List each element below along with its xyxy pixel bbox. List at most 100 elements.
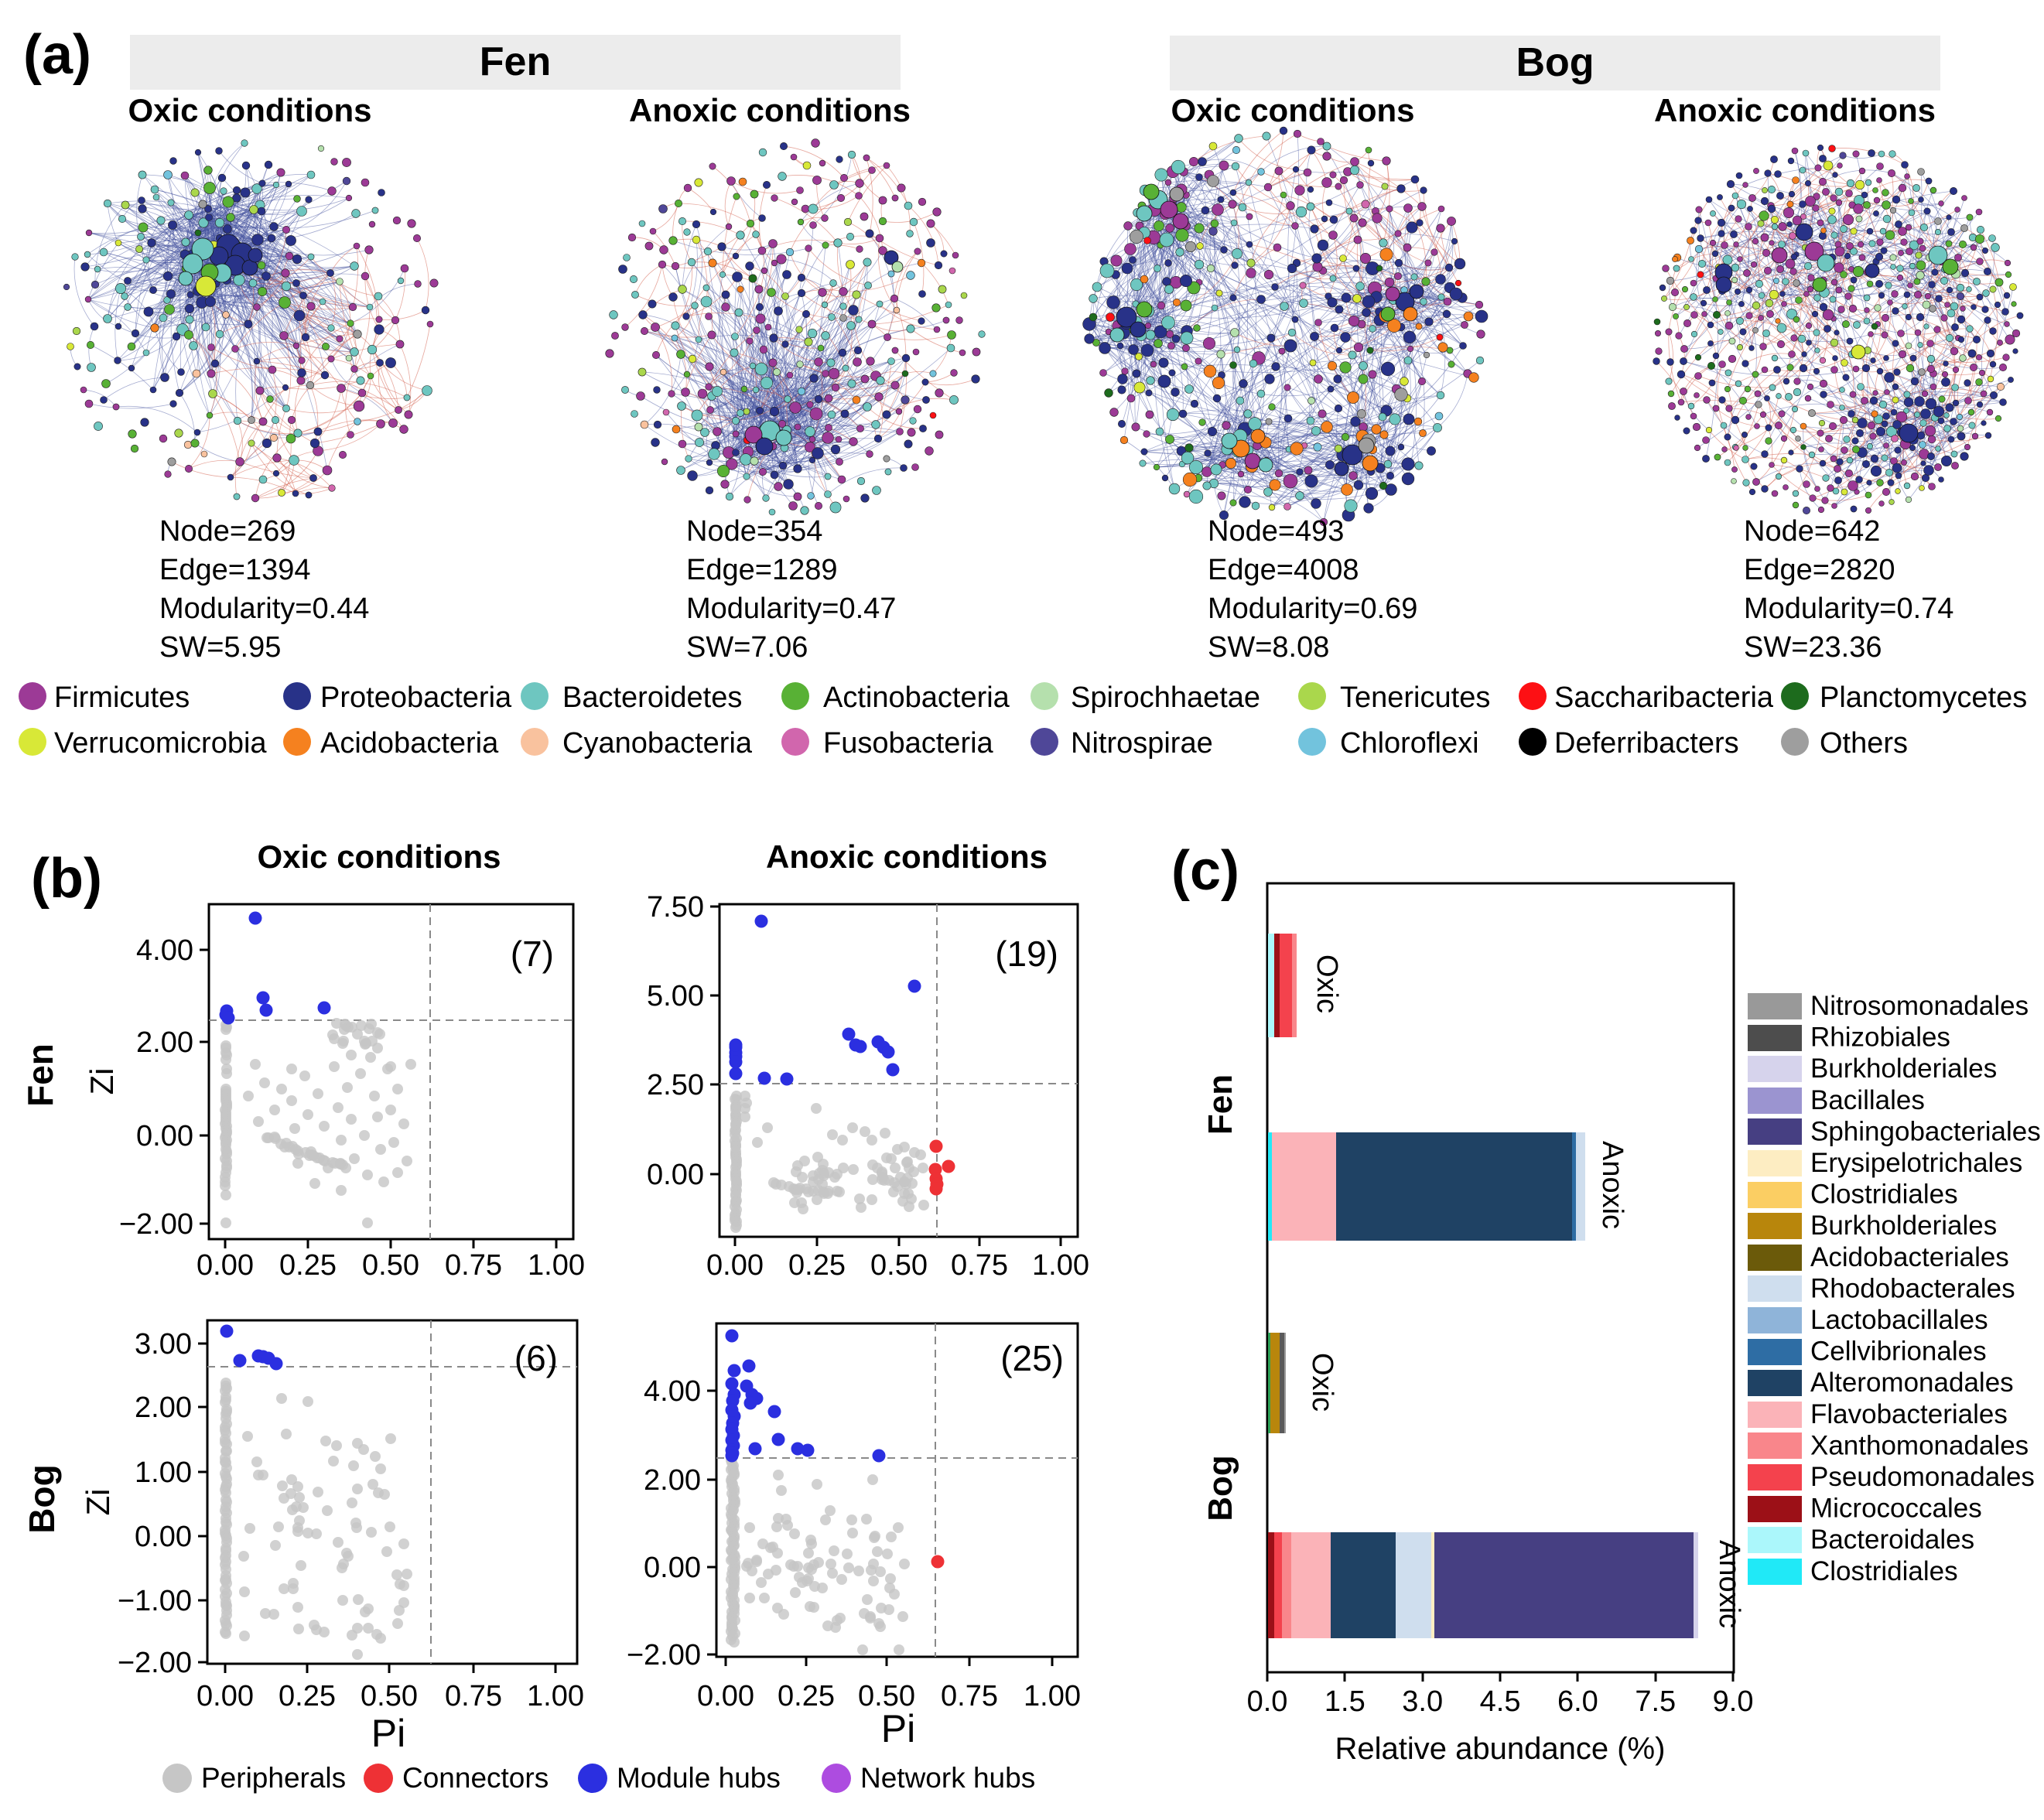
svg-text:(c): (c) bbox=[1171, 840, 1239, 902]
svg-text:Relative abundance (%): Relative abundance (%) bbox=[1335, 1732, 1666, 1766]
svg-text:1.00: 1.00 bbox=[1032, 1249, 1089, 1282]
svg-text:0.25: 0.25 bbox=[279, 1680, 336, 1712]
svg-text:Acidobacteria: Acidobacteria bbox=[320, 727, 499, 760]
svg-text:0.0: 0.0 bbox=[1247, 1685, 1288, 1718]
svg-text:0.25: 0.25 bbox=[788, 1249, 846, 1282]
svg-text:Pi: Pi bbox=[371, 1712, 405, 1755]
svg-text:1.00: 1.00 bbox=[135, 1456, 192, 1489]
svg-text:1.00: 1.00 bbox=[1024, 1680, 1081, 1712]
svg-text:Modularity=0.69: Modularity=0.69 bbox=[1208, 592, 1417, 625]
svg-text:Zi: Zi bbox=[80, 1489, 116, 1516]
svg-text:Fen: Fen bbox=[1201, 1074, 1239, 1135]
svg-text:Spirochhaetae: Spirochhaetae bbox=[1071, 681, 1260, 714]
svg-text:Bog: Bog bbox=[22, 1464, 62, 1533]
svg-text:−2.00: −2.00 bbox=[119, 1208, 193, 1241]
svg-text:Anoxic: Anoxic bbox=[1713, 1540, 1745, 1628]
svg-text:Lactobacillales: Lactobacillales bbox=[1810, 1305, 1988, 1335]
svg-text:Modularity=0.47: Modularity=0.47 bbox=[686, 592, 896, 625]
svg-text:Edge=2820: Edge=2820 bbox=[1744, 554, 1895, 586]
svg-text:Bacillales: Bacillales bbox=[1810, 1085, 1925, 1115]
svg-text:Micrococcales: Micrococcales bbox=[1810, 1494, 1982, 1524]
svg-text:Deferribacters: Deferribacters bbox=[1554, 727, 1739, 760]
svg-text:Bacteroidales: Bacteroidales bbox=[1810, 1525, 1974, 1555]
svg-text:Sphingobacteriales: Sphingobacteriales bbox=[1810, 1116, 2041, 1146]
svg-text:Zi: Zi bbox=[84, 1068, 120, 1095]
svg-text:Network hubs: Network hubs bbox=[860, 1762, 1035, 1794]
svg-text:Module hubs: Module hubs bbox=[617, 1762, 781, 1794]
svg-text:(a): (a) bbox=[23, 24, 91, 86]
svg-text:Modularity=0.74: Modularity=0.74 bbox=[1744, 592, 1953, 625]
svg-text:Modularity=0.44: Modularity=0.44 bbox=[159, 592, 369, 625]
svg-text:SW=8.08: SW=8.08 bbox=[1208, 631, 1329, 664]
svg-text:Node=493: Node=493 bbox=[1208, 515, 1344, 548]
svg-text:Burkholderiales: Burkholderiales bbox=[1810, 1053, 1997, 1084]
svg-text:Planctomycetes: Planctomycetes bbox=[1820, 681, 2027, 714]
svg-text:3.0: 3.0 bbox=[1402, 1685, 1443, 1718]
svg-text:Clostridiales: Clostridiales bbox=[1810, 1180, 1958, 1210]
svg-text:Oxic: Oxic bbox=[1311, 954, 1343, 1013]
svg-text:Chloroflexi: Chloroflexi bbox=[1340, 727, 1479, 760]
svg-text:Edge=1394: Edge=1394 bbox=[159, 554, 310, 586]
svg-text:0.25: 0.25 bbox=[778, 1680, 835, 1712]
svg-text:1.5: 1.5 bbox=[1324, 1685, 1366, 1718]
svg-text:Cyanobacteria: Cyanobacteria bbox=[562, 727, 753, 760]
svg-text:0.00: 0.00 bbox=[697, 1680, 754, 1712]
svg-text:Node=642: Node=642 bbox=[1744, 515, 1880, 548]
svg-text:0.25: 0.25 bbox=[279, 1249, 337, 1282]
svg-text:Anoxic conditions: Anoxic conditions bbox=[629, 92, 911, 128]
svg-text:Pi: Pi bbox=[881, 1707, 915, 1750]
svg-text:0.00: 0.00 bbox=[197, 1249, 254, 1282]
svg-text:Nitrospirae: Nitrospirae bbox=[1071, 727, 1213, 760]
svg-text:Tenericutes: Tenericutes bbox=[1340, 681, 1490, 714]
svg-text:Anoxic: Anoxic bbox=[1596, 1141, 1629, 1229]
svg-text:Edge=4008: Edge=4008 bbox=[1208, 554, 1359, 586]
svg-text:Anoxic conditions: Anoxic conditions bbox=[1654, 92, 1936, 128]
svg-text:SW=5.95: SW=5.95 bbox=[159, 631, 281, 664]
svg-text:Bog: Bog bbox=[1516, 40, 1594, 85]
svg-text:4.00: 4.00 bbox=[136, 934, 193, 967]
svg-text:6.0: 6.0 bbox=[1557, 1685, 1598, 1718]
svg-text:Connectors: Connectors bbox=[402, 1762, 549, 1794]
svg-text:0.75: 0.75 bbox=[951, 1249, 1008, 1282]
svg-text:Alteromonadales: Alteromonadales bbox=[1810, 1368, 2014, 1398]
svg-text:0.00: 0.00 bbox=[644, 1552, 701, 1584]
svg-text:0.00: 0.00 bbox=[136, 1120, 193, 1152]
svg-text:Erysipelotrichales: Erysipelotrichales bbox=[1810, 1148, 2022, 1178]
svg-text:0.00: 0.00 bbox=[647, 1159, 704, 1191]
svg-text:Flavobacteriales: Flavobacteriales bbox=[1810, 1399, 2008, 1429]
svg-text:5.00: 5.00 bbox=[647, 980, 704, 1012]
svg-text:4.5: 4.5 bbox=[1480, 1685, 1521, 1718]
svg-text:Oxic conditions: Oxic conditions bbox=[257, 838, 501, 875]
svg-text:0.75: 0.75 bbox=[941, 1680, 998, 1712]
svg-text:2.50: 2.50 bbox=[647, 1069, 704, 1101]
svg-text:Fusobacteria: Fusobacteria bbox=[823, 727, 994, 760]
svg-text:3.00: 3.00 bbox=[135, 1328, 192, 1361]
svg-text:Xanthomonadales: Xanthomonadales bbox=[1810, 1430, 2029, 1460]
svg-text:Oxic conditions: Oxic conditions bbox=[128, 92, 371, 128]
svg-text:Clostridiales: Clostridiales bbox=[1810, 1556, 1958, 1586]
svg-text:(6): (6) bbox=[514, 1338, 558, 1378]
svg-text:Rhodobacterales: Rhodobacterales bbox=[1810, 1273, 2015, 1303]
svg-text:Peripherals: Peripherals bbox=[201, 1762, 346, 1794]
svg-text:1.00: 1.00 bbox=[528, 1249, 585, 1282]
svg-text:Fen: Fen bbox=[20, 1043, 60, 1107]
svg-text:4.00: 4.00 bbox=[644, 1375, 701, 1408]
svg-text:Proteobacteria: Proteobacteria bbox=[320, 681, 512, 714]
svg-text:SW=7.06: SW=7.06 bbox=[686, 631, 808, 664]
svg-text:Cellvibrionales: Cellvibrionales bbox=[1810, 1337, 1987, 1367]
svg-text:Node=354: Node=354 bbox=[686, 515, 822, 548]
svg-text:0.50: 0.50 bbox=[362, 1249, 419, 1282]
svg-text:Firmicutes: Firmicutes bbox=[54, 681, 190, 714]
svg-text:2.00: 2.00 bbox=[135, 1391, 192, 1424]
svg-text:Bog: Bog bbox=[1201, 1455, 1239, 1521]
svg-text:Oxic conditions: Oxic conditions bbox=[1171, 92, 1414, 128]
svg-text:(19): (19) bbox=[995, 934, 1058, 974]
svg-text:(b): (b) bbox=[31, 848, 102, 910]
svg-text:(25): (25) bbox=[1000, 1338, 1064, 1378]
svg-text:(7): (7) bbox=[511, 934, 554, 974]
svg-text:Saccharibacteria: Saccharibacteria bbox=[1554, 681, 1774, 714]
svg-text:Anoxic conditions: Anoxic conditions bbox=[766, 838, 1048, 875]
svg-text:Node=269: Node=269 bbox=[159, 515, 296, 548]
svg-text:9.0: 9.0 bbox=[1713, 1685, 1754, 1718]
svg-text:0.50: 0.50 bbox=[870, 1249, 928, 1282]
